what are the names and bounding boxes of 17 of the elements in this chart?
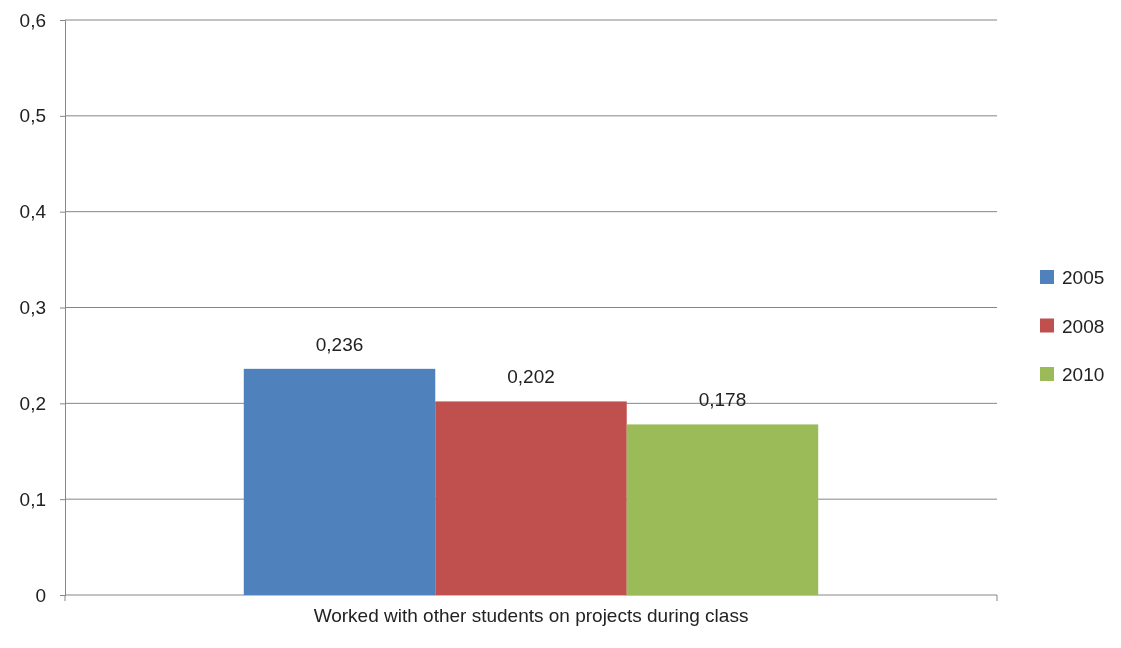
- y-tick-label: 0: [35, 584, 46, 606]
- data-label: 0,202: [507, 366, 555, 388]
- x-tick-label: Worked with other students on projects during class: [313, 605, 749, 627]
- legend-label: 2010: [1062, 364, 1105, 385]
- bar: [626, 424, 819, 595]
- legend-label: 2008: [1062, 315, 1105, 337]
- y-tick-label: 0,4: [19, 201, 47, 223]
- bar: [435, 401, 627, 595]
- y-tick-label: 0,5: [19, 105, 46, 127]
- y-tick-label: 0,3: [19, 297, 46, 319]
- data-label: 0,236: [315, 333, 364, 355]
- y-tick-label: 0,1: [19, 488, 46, 510]
- legend-label: 2005: [1062, 267, 1105, 288]
- data-label: 0,178: [698, 389, 747, 411]
- bar: [243, 368, 436, 595]
- y-tick-label: 0,2: [19, 392, 46, 414]
- y-tick-label: 0,6: [19, 9, 46, 31]
